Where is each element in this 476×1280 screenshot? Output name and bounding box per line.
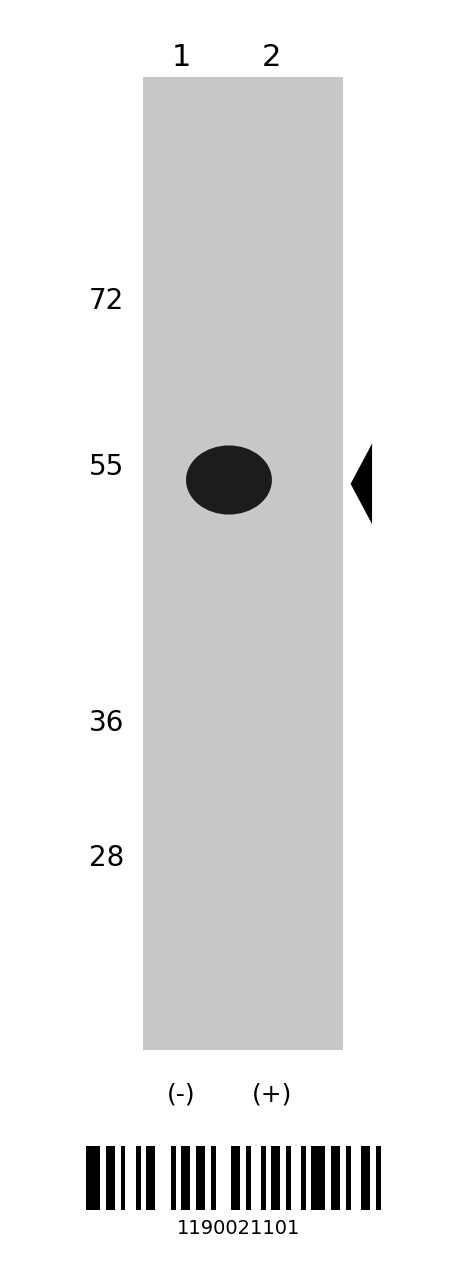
Polygon shape — [350, 443, 371, 525]
Bar — [170, 1146, 175, 1210]
Ellipse shape — [192, 456, 218, 497]
Bar — [106, 1146, 115, 1210]
Text: 1: 1 — [171, 44, 190, 72]
Bar — [360, 1146, 369, 1210]
Bar — [146, 1146, 155, 1210]
Text: 28: 28 — [89, 844, 124, 872]
Text: 2: 2 — [262, 44, 281, 72]
Bar — [136, 1146, 140, 1210]
Text: 1190021101: 1190021101 — [177, 1220, 299, 1238]
Ellipse shape — [186, 445, 271, 515]
Bar — [270, 1146, 280, 1210]
Bar — [300, 1146, 305, 1210]
Text: 72: 72 — [89, 287, 124, 315]
Bar — [286, 1146, 290, 1210]
Text: (+): (+) — [251, 1083, 291, 1106]
Bar — [376, 1146, 380, 1210]
Bar — [246, 1146, 250, 1210]
Bar — [210, 1146, 215, 1210]
Bar — [260, 1146, 265, 1210]
Text: 55: 55 — [89, 453, 124, 481]
Text: 36: 36 — [89, 709, 124, 737]
Text: (-): (-) — [167, 1083, 195, 1106]
Bar — [180, 1146, 190, 1210]
Bar — [310, 1146, 324, 1210]
Bar — [330, 1146, 339, 1210]
Bar — [143, 77, 343, 1050]
Bar — [346, 1146, 350, 1210]
Bar — [230, 1146, 240, 1210]
Bar — [196, 1146, 205, 1210]
Bar — [86, 1146, 99, 1210]
Bar — [120, 1146, 125, 1210]
